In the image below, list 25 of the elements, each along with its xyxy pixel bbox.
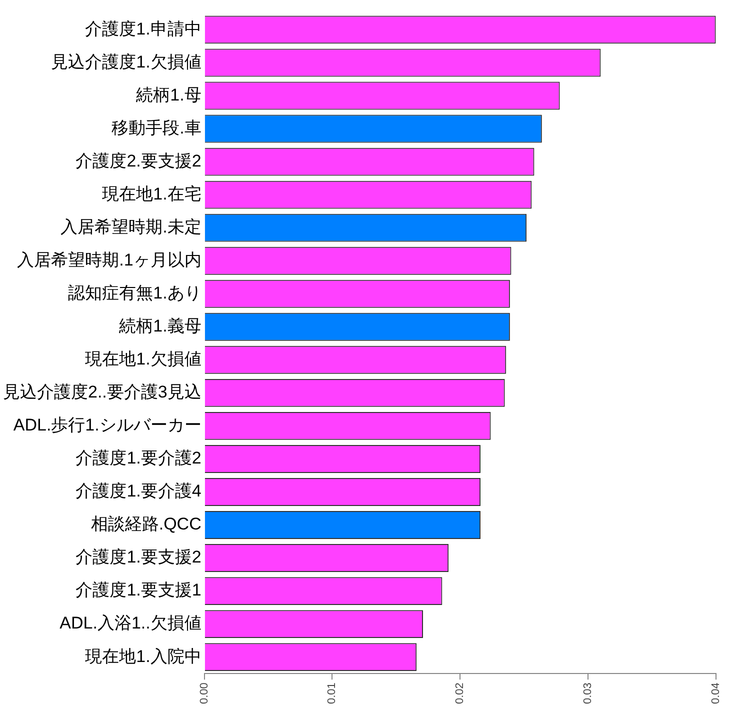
y-tick-label: 介護度1.要支援2	[76, 548, 202, 567]
y-tick-label: 現在地1.在宅	[102, 184, 202, 204]
y-tick-label: ADL.入浴1..欠損値	[60, 614, 202, 633]
y-tick-label: 入居希望時期.1ヶ月以内	[17, 250, 202, 270]
y-tick-label: 続柄1.母	[135, 85, 202, 104]
y-tick-label: 現在地1.入院中	[85, 646, 202, 666]
y-tick-label: 認知症有無1.あり	[68, 284, 202, 303]
y-tick-label: 入居希望時期.未定	[60, 218, 202, 237]
x-tick-label: 0.02	[454, 682, 466, 704]
y-tick-label: 介護度2.要支援2	[76, 151, 202, 170]
y-tick-label: 現在地1.欠損値	[85, 350, 202, 369]
x-tick-label: 0.03	[582, 682, 594, 704]
y-tick-label: 移動手段.車	[112, 118, 202, 138]
x-tick-label: 0.04	[710, 682, 722, 704]
y-tick-label: 相談経路.QCC	[90, 514, 202, 534]
y-tick-label: 介護度1.要支援1	[76, 580, 202, 600]
y-tick-label: 見込介護度2..要介護3見込	[2, 382, 202, 402]
x-tick-label: 0.00	[198, 682, 210, 704]
y-tick-label: 見込介護度1.欠損値	[51, 52, 202, 72]
x-tick-label: 0.01	[326, 682, 338, 704]
y-tick-label: ADL.歩行1.シルバーカー	[13, 416, 202, 435]
y-tick-label: 続柄1.義母	[118, 316, 202, 336]
y-tick-label: 介護度1.要介護2	[76, 448, 202, 468]
y-tick-label: 介護度1.申請中	[85, 19, 202, 38]
y-tick-label: 介護度1.要介護4	[76, 482, 202, 501]
